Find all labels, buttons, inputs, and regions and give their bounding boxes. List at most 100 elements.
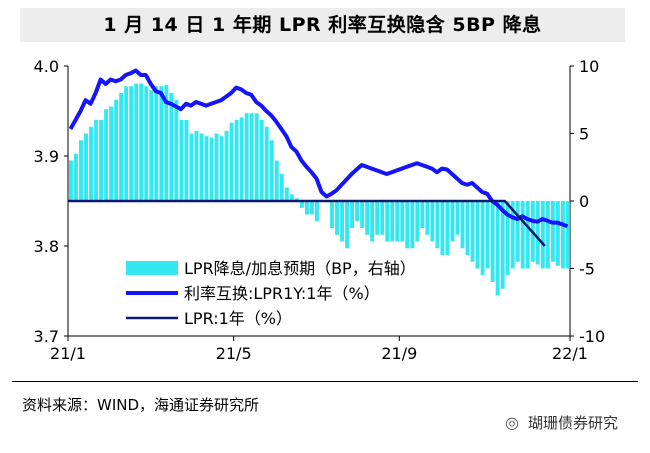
x-tick-label: 21/1 (50, 344, 86, 363)
bar (560, 201, 565, 269)
bar (109, 106, 114, 201)
bar (219, 136, 224, 201)
watermark: 瑚珊债券研究 (528, 414, 619, 432)
bar (209, 137, 214, 201)
bar (289, 194, 294, 201)
source-note: 资料来源：WIND，海通证券研究所 (22, 396, 260, 414)
bar (330, 201, 334, 228)
bar (485, 201, 490, 269)
bar (159, 86, 164, 201)
y-left-tick-label: 3.7 (34, 327, 59, 346)
bar (254, 113, 259, 201)
bar (69, 160, 73, 201)
bar (149, 90, 154, 201)
legend-bar-swatch (126, 261, 178, 275)
bar (345, 201, 350, 249)
bar (400, 201, 405, 242)
bar (189, 133, 194, 201)
bar (284, 187, 289, 201)
bar (375, 201, 380, 235)
bar (390, 201, 395, 242)
bar (445, 201, 450, 255)
bar (119, 93, 124, 201)
x-tick-label: 21/5 (216, 344, 252, 363)
x-tick-label: 21/9 (381, 344, 417, 363)
bar (380, 201, 385, 235)
bar (84, 133, 88, 201)
y-right-tick-label: -10 (579, 327, 605, 346)
bar (335, 201, 339, 235)
bar (495, 201, 500, 296)
bar (299, 201, 304, 208)
bar (415, 201, 420, 242)
bar (264, 126, 269, 201)
bar (134, 83, 139, 201)
bar (385, 201, 390, 242)
bar (154, 86, 159, 201)
y-left-tick-label: 3.8 (34, 237, 59, 256)
bar (425, 201, 430, 235)
bar (129, 86, 134, 201)
bar (234, 120, 239, 201)
bar (420, 201, 425, 228)
bar (470, 201, 475, 262)
bar (194, 130, 199, 201)
bar (249, 113, 254, 201)
y-right-tick-label: -5 (579, 260, 595, 279)
bar (555, 201, 560, 266)
bar (184, 120, 189, 201)
legend-lpr-label: LPR:1年（%） (184, 309, 292, 328)
bar (355, 201, 360, 222)
source-divider (12, 381, 638, 382)
bar (525, 201, 530, 269)
y-right-tick-label: 0 (579, 192, 589, 211)
bar (520, 201, 525, 269)
bar (99, 120, 104, 201)
bar (405, 201, 410, 249)
bar (229, 122, 234, 201)
bar (214, 133, 219, 201)
bar (450, 201, 455, 242)
bar (259, 120, 264, 201)
bar (490, 201, 495, 282)
bar (340, 201, 344, 242)
bar (360, 201, 365, 228)
bar (505, 201, 510, 276)
y-left-tick-label: 4.0 (34, 57, 59, 76)
bar (350, 201, 355, 228)
bar (365, 201, 370, 235)
bar (309, 201, 314, 215)
title-bar: 1 月 14 日 1 年期 LPR 利率互换隐含 5BP 降息 (20, 8, 625, 42)
bar (124, 86, 129, 201)
bar (430, 201, 435, 242)
bar (550, 201, 555, 262)
bar (269, 140, 274, 201)
bar (314, 201, 319, 222)
x-tick-label: 22/1 (552, 344, 588, 363)
bar (239, 117, 244, 201)
bar (144, 86, 149, 201)
bar (74, 153, 78, 201)
bar (104, 109, 109, 201)
bar (435, 201, 440, 249)
bar (510, 201, 515, 269)
bar (440, 201, 445, 255)
wechat-icon: ◎ (505, 413, 519, 432)
bar (370, 201, 375, 242)
bar (465, 201, 470, 255)
y-right-tick-label: 5 (579, 125, 589, 144)
bar (174, 99, 179, 201)
bar (94, 120, 99, 201)
bar (79, 140, 83, 201)
y-left-tick-label: 3.9 (34, 147, 59, 166)
bar (455, 201, 460, 235)
bar (294, 198, 299, 201)
bar (395, 201, 400, 242)
bar (244, 113, 249, 201)
bar (535, 201, 540, 265)
bar (545, 201, 550, 269)
bar (460, 201, 465, 249)
bar (540, 201, 545, 269)
bar (565, 201, 570, 269)
